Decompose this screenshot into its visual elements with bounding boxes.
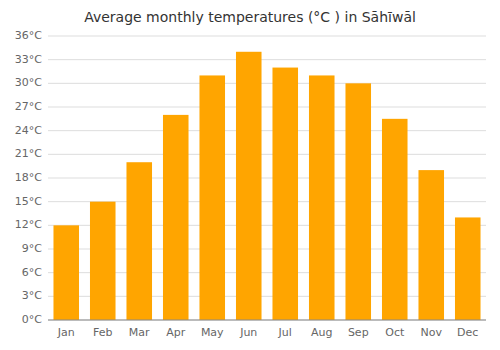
x-tick-label: Jul — [278, 326, 292, 339]
bar — [163, 115, 189, 320]
bar — [345, 83, 371, 320]
bar — [272, 68, 298, 320]
x-tick-label: Dec — [457, 326, 478, 339]
chart-svg: 0°C 3°C 6°C 9°C 12°C 15°C 18°C 21°C 24°C 27°C 30°C… — [0, 0, 500, 350]
grid-line — [48, 83, 486, 84]
x-tick-label: Apr — [166, 326, 186, 339]
bar — [455, 217, 481, 320]
chart-title: Average monthly temperatures (°C ) in Sā… — [84, 9, 416, 25]
bar — [90, 202, 116, 320]
x-tick-label: Aug — [311, 326, 332, 339]
y-grid — [48, 36, 486, 320]
y-tick-label: 9°C — [22, 242, 42, 255]
x-tick-label: Jun — [239, 326, 257, 339]
x-tick-label: Nov — [421, 326, 443, 339]
x-tick-label: Feb — [93, 326, 112, 339]
x-tick-label: May — [201, 326, 224, 339]
x-tick-label: Mar — [129, 326, 150, 339]
bar — [126, 162, 152, 320]
y-tick-label: 24°C — [15, 124, 42, 137]
y-tick-label: 6°C — [22, 266, 42, 279]
bar — [418, 170, 444, 320]
bars — [53, 52, 480, 320]
y-axis: 0°C 3°C 6°C 9°C 12°C 15°C 18°C 21°C 24°C 27°C 30°C… — [15, 29, 42, 326]
y-tick-label: 36°C — [15, 29, 42, 42]
x-axis-line — [48, 320, 486, 321]
chart-container: 0°C 3°C 6°C 9°C 12°C 15°C 18°C 21°C 24°C 27°C 30°C… — [0, 0, 500, 350]
y-tick-label: 30°C — [15, 76, 42, 89]
x-tick-label: Sep — [348, 326, 369, 339]
bar — [382, 119, 408, 320]
grid-line — [48, 130, 486, 131]
grid-line — [48, 36, 486, 37]
x-tick-label: Oct — [385, 326, 405, 339]
x-axis: Jan Feb Mar Apr May Jun Jul Aug Sep Oct Nov Dec — [48, 320, 486, 339]
bar — [53, 225, 79, 320]
bar — [309, 75, 335, 320]
y-tick-label: 12°C — [15, 218, 42, 231]
y-tick-label: 33°C — [15, 53, 42, 66]
y-tick-label: 27°C — [15, 100, 42, 113]
bar — [236, 52, 262, 320]
y-tick-label: 21°C — [15, 147, 42, 160]
y-tick-label: 18°C — [15, 171, 42, 184]
bar — [199, 75, 225, 320]
grid-line — [48, 154, 486, 155]
grid-line — [48, 59, 486, 60]
y-tick-label: 0°C — [22, 313, 42, 326]
y-tick-label: 3°C — [22, 289, 42, 302]
grid-line — [48, 320, 486, 321]
y-tick-label: 15°C — [15, 195, 42, 208]
x-tick-label: Jan — [57, 326, 75, 339]
grid-line — [48, 107, 486, 108]
